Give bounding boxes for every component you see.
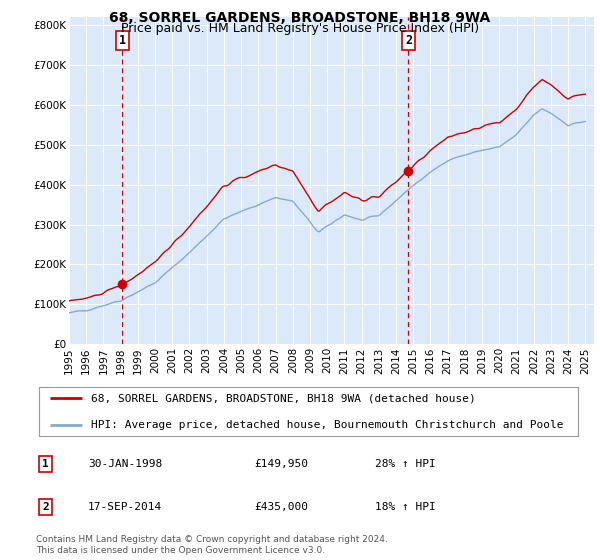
Text: Contains HM Land Registry data © Crown copyright and database right 2024.
This d: Contains HM Land Registry data © Crown c…: [36, 535, 388, 555]
Text: 30-JAN-1998: 30-JAN-1998: [88, 459, 162, 469]
Text: HPI: Average price, detached house, Bournemouth Christchurch and Poole: HPI: Average price, detached house, Bour…: [91, 419, 563, 430]
Text: 18% ↑ HPI: 18% ↑ HPI: [374, 502, 435, 512]
Text: £435,000: £435,000: [254, 502, 308, 512]
Text: 17-SEP-2014: 17-SEP-2014: [88, 502, 162, 512]
Text: 68, SORREL GARDENS, BROADSTONE, BH18 9WA: 68, SORREL GARDENS, BROADSTONE, BH18 9WA: [109, 11, 491, 25]
Text: £149,950: £149,950: [254, 459, 308, 469]
Text: Price paid vs. HM Land Registry's House Price Index (HPI): Price paid vs. HM Land Registry's House …: [121, 22, 479, 35]
FancyBboxPatch shape: [39, 387, 578, 436]
Text: 68, SORREL GARDENS, BROADSTONE, BH18 9WA (detached house): 68, SORREL GARDENS, BROADSTONE, BH18 9WA…: [91, 393, 475, 403]
Text: 1: 1: [43, 459, 49, 469]
Text: 2: 2: [43, 502, 49, 512]
Text: 28% ↑ HPI: 28% ↑ HPI: [374, 459, 435, 469]
Text: 1: 1: [118, 34, 125, 47]
Text: 2: 2: [405, 34, 412, 47]
